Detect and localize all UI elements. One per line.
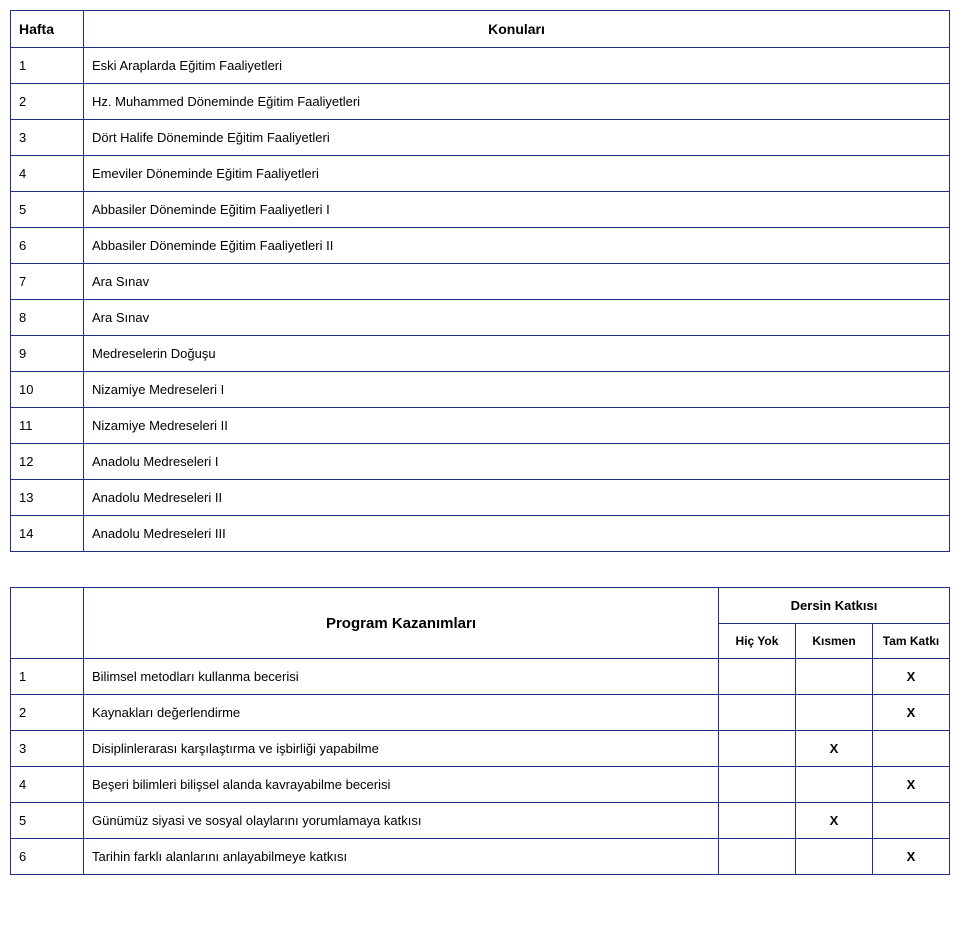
outcome-number: 3 [11,731,84,767]
outcome-number: 4 [11,767,84,803]
outcome-number: 2 [11,695,84,731]
mark-full: X [873,659,950,695]
schedule-row: 14Anadolu Medreseleri III [11,516,950,552]
outcome-number: 1 [11,659,84,695]
week-topic: Medreselerin Doğuşu [84,336,950,372]
week-topic: Anadolu Medreseleri II [84,480,950,516]
week-number: 3 [11,120,84,156]
mark-partial [796,767,873,803]
schedule-row: 1Eski Araplarda Eğitim Faaliyetleri [11,48,950,84]
mark-partial: X [796,803,873,839]
outcome-text: Günümüz siyasi ve sosyal olaylarını yoru… [84,803,719,839]
week-topic: Emeviler Döneminde Eğitim Faaliyetleri [84,156,950,192]
week-number: 14 [11,516,84,552]
schedule-row: 9Medreselerin Doğuşu [11,336,950,372]
program-outcomes-header: Program Kazanımları [84,588,719,659]
week-topic: Nizamiye Medreseleri I [84,372,950,408]
outcomes-table: Program Kazanımları Dersin Katkısı Hiç Y… [10,587,950,875]
outcome-number: 6 [11,839,84,875]
mark-full: X [873,695,950,731]
schedule-row: 12Anadolu Medreseleri I [11,444,950,480]
mark-full: X [873,839,950,875]
outcome-row: 4 Beşeri bilimleri bilişsel alanda kavra… [11,767,950,803]
outcomes-header-row-1: Program Kazanımları Dersin Katkısı [11,588,950,624]
contribution-header: Dersin Katkısı [719,588,950,624]
outcome-number: 5 [11,803,84,839]
mark-none [719,695,796,731]
mark-full [873,731,950,767]
week-topic: Abbasiler Döneminde Eğitim Faaliyetleri … [84,228,950,264]
mark-none [719,839,796,875]
outcome-row: 1 Bilimsel metodları kullanma becerisi X [11,659,950,695]
schedule-row: 13Anadolu Medreseleri II [11,480,950,516]
outcome-text: Bilimsel metodları kullanma becerisi [84,659,719,695]
mark-full [873,803,950,839]
mark-none [719,659,796,695]
week-topic: Ara Sınav [84,264,950,300]
mark-none [719,767,796,803]
week-topic: Anadolu Medreseleri I [84,444,950,480]
header-week: Hafta [11,11,84,48]
schedule-table: Hafta Konuları 1Eski Araplarda Eğitim Fa… [10,10,950,552]
schedule-row: 7Ara Sınav [11,264,950,300]
week-topic: Ara Sınav [84,300,950,336]
mark-partial [796,695,873,731]
col-partial: Kısmen [796,624,873,659]
week-topic: Dört Halife Döneminde Eğitim Faaliyetler… [84,120,950,156]
mark-partial [796,659,873,695]
header-topics: Konuları [84,11,950,48]
week-number: 10 [11,372,84,408]
week-topic: Abbasiler Döneminde Eğitim Faaliyetleri … [84,192,950,228]
week-topic: Nizamiye Medreseleri II [84,408,950,444]
outcomes-corner [11,588,84,659]
week-number: 6 [11,228,84,264]
week-topic: Hz. Muhammed Döneminde Eğitim Faaliyetle… [84,84,950,120]
schedule-row: 6Abbasiler Döneminde Eğitim Faaliyetleri… [11,228,950,264]
schedule-row: 3Dört Halife Döneminde Eğitim Faaliyetle… [11,120,950,156]
outcome-row: 3 Disiplinlerarası karşılaştırma ve işbi… [11,731,950,767]
week-number: 13 [11,480,84,516]
week-number: 4 [11,156,84,192]
week-topic: Eski Araplarda Eğitim Faaliyetleri [84,48,950,84]
outcome-row: 2 Kaynakları değerlendirme X [11,695,950,731]
schedule-row: 10Nizamiye Medreseleri I [11,372,950,408]
outcome-text: Tarihin farklı alanlarını anlayabilmeye … [84,839,719,875]
mark-full: X [873,767,950,803]
schedule-row: 8Ara Sınav [11,300,950,336]
outcome-row: 5 Günümüz siyasi ve sosyal olaylarını yo… [11,803,950,839]
week-topic: Anadolu Medreseleri III [84,516,950,552]
week-number: 7 [11,264,84,300]
week-number: 1 [11,48,84,84]
outcome-text: Beşeri bilimleri bilişsel alanda kavraya… [84,767,719,803]
outcome-row: 6 Tarihin farklı alanlarını anlayabilmey… [11,839,950,875]
outcome-text: Disiplinlerarası karşılaştırma ve işbirl… [84,731,719,767]
col-none: Hiç Yok [719,624,796,659]
schedule-row: 4Emeviler Döneminde Eğitim Faaliyetleri [11,156,950,192]
schedule-row: 2Hz. Muhammed Döneminde Eğitim Faaliyetl… [11,84,950,120]
week-number: 8 [11,300,84,336]
outcome-text: Kaynakları değerlendirme [84,695,719,731]
week-number: 2 [11,84,84,120]
schedule-row: 11Nizamiye Medreseleri II [11,408,950,444]
week-number: 9 [11,336,84,372]
mark-partial [796,839,873,875]
week-number: 11 [11,408,84,444]
week-number: 5 [11,192,84,228]
mark-partial: X [796,731,873,767]
week-number: 12 [11,444,84,480]
schedule-header-row: Hafta Konuları [11,11,950,48]
mark-none [719,731,796,767]
mark-none [719,803,796,839]
schedule-row: 5Abbasiler Döneminde Eğitim Faaliyetleri… [11,192,950,228]
col-full: Tam Katkı [873,624,950,659]
